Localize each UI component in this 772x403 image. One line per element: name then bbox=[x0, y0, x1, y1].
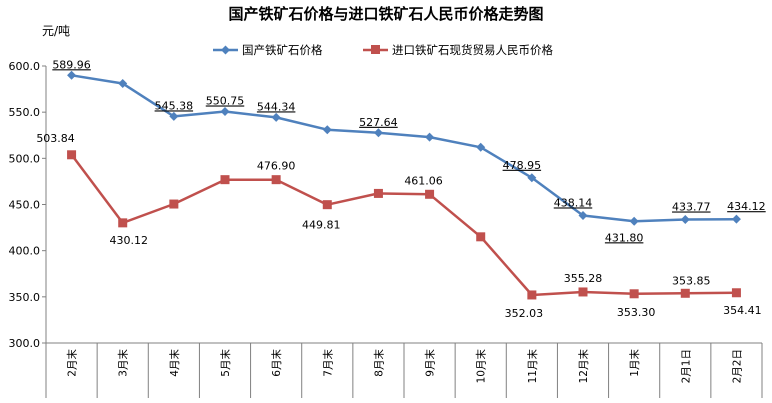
data-point-1 bbox=[169, 199, 179, 209]
data-label-0: 544.34 bbox=[257, 100, 296, 113]
legend-label-import: 进口铁矿石现货贸易人民币价格 bbox=[392, 43, 553, 57]
data-point-1 bbox=[322, 200, 332, 210]
data-label-0: 550.75 bbox=[206, 94, 245, 107]
x-tick-label: 9月末 bbox=[424, 349, 437, 377]
data-point-0 bbox=[322, 125, 332, 135]
data-label-1: 353.85 bbox=[672, 274, 711, 287]
legend: 国产铁矿石价格 进口铁矿石现货贸易人民币价格 bbox=[213, 43, 553, 57]
data-point-0 bbox=[373, 128, 383, 138]
data-point-1 bbox=[527, 290, 537, 300]
data-label-0: 438.14 bbox=[554, 196, 593, 209]
data-point-1 bbox=[731, 288, 741, 298]
x-tick-label: 8月末 bbox=[372, 349, 385, 377]
y-tick-label: 350.0 bbox=[9, 291, 41, 304]
data-point-1 bbox=[425, 189, 435, 199]
data-point-1 bbox=[67, 150, 77, 160]
data-point-0 bbox=[67, 70, 77, 80]
data-label-1: 461.06 bbox=[404, 174, 443, 187]
data-point-1 bbox=[578, 287, 588, 297]
y-tick-label: 550.0 bbox=[9, 106, 41, 119]
data-point-0 bbox=[425, 132, 435, 142]
data-label-0: 589.96 bbox=[52, 58, 91, 71]
data-label-1: 353.30 bbox=[617, 306, 656, 319]
x-tick-label: 7月末 bbox=[321, 349, 334, 377]
series-line-1 bbox=[70, 154, 737, 297]
x-tick-label: 5月末 bbox=[219, 349, 232, 377]
data-point-1 bbox=[271, 175, 281, 185]
legend-marker-import bbox=[371, 45, 380, 54]
data-point-0 bbox=[527, 173, 537, 183]
x-tick-label: 2月2日 bbox=[731, 349, 743, 383]
y-axis-unit-label: 元/吨 bbox=[42, 24, 70, 38]
x-tick-label: 3月末 bbox=[117, 349, 130, 377]
data-label-1: 354.41 bbox=[723, 304, 762, 317]
data-point-0 bbox=[578, 210, 588, 220]
data-point-0 bbox=[680, 214, 690, 224]
y-tick-label: 400.0 bbox=[9, 245, 41, 258]
data-label-0: 545.38 bbox=[155, 99, 194, 112]
data-labels-layer: 589.96 545.38 550.75 544.34 527.64 478.95 438.… bbox=[36, 58, 765, 320]
y-tick-label: 450.0 bbox=[9, 199, 41, 212]
data-label-1: 503.84 bbox=[36, 132, 75, 145]
x-tick-label: 1月末 bbox=[628, 349, 641, 377]
data-point-0 bbox=[271, 112, 281, 122]
data-label-1: 476.90 bbox=[257, 160, 296, 173]
data-point-0 bbox=[220, 106, 230, 116]
data-point-0 bbox=[476, 142, 486, 152]
data-label-0: 527.64 bbox=[359, 116, 398, 129]
y-tick-label: 600.0 bbox=[9, 60, 41, 73]
data-point-1 bbox=[476, 232, 486, 242]
x-tick-label: 12月末 bbox=[577, 349, 590, 384]
x-tick-label: 2月末 bbox=[66, 349, 79, 377]
y-tick-label: 500.0 bbox=[9, 152, 41, 165]
data-label-0: 431.80 bbox=[605, 231, 644, 244]
data-point-1 bbox=[373, 188, 383, 198]
x-tick-label: 2月1日 bbox=[680, 349, 692, 383]
data-label-0: 478.95 bbox=[503, 159, 542, 172]
data-point-0 bbox=[118, 79, 128, 89]
data-point-0 bbox=[629, 216, 639, 226]
data-point-0 bbox=[169, 111, 179, 121]
data-point-1 bbox=[220, 175, 230, 185]
chart-title: 国产铁矿石价格与进口铁矿石人民币价格走势图 bbox=[228, 5, 543, 23]
series-layer bbox=[67, 70, 741, 300]
data-label-0: 434.12 bbox=[727, 200, 766, 213]
data-label-1: 355.28 bbox=[564, 272, 603, 285]
data-point-1 bbox=[118, 218, 128, 228]
data-point-0 bbox=[731, 214, 741, 224]
x-tick-label: 6月末 bbox=[270, 349, 283, 377]
y-tick-label: 300.0 bbox=[9, 337, 41, 350]
data-point-1 bbox=[680, 288, 690, 298]
legend-label-domestic: 国产铁矿石价格 bbox=[242, 43, 323, 57]
legend-marker-domestic bbox=[221, 45, 230, 55]
data-label-1: 449.81 bbox=[302, 219, 341, 232]
data-label-1: 430.12 bbox=[109, 234, 148, 247]
data-label-0: 433.77 bbox=[672, 200, 711, 213]
data-point-1 bbox=[629, 289, 639, 299]
x-tick-label: 11月末 bbox=[526, 349, 539, 384]
x-tick-label: 10月末 bbox=[475, 349, 488, 384]
axes: 600.0 550.0 500.0 450.0 400.0 350.0 300.0 2月末 3月… bbox=[9, 60, 763, 398]
data-label-1: 352.03 bbox=[505, 307, 544, 320]
series-line-0 bbox=[71, 74, 737, 223]
x-tick-label: 4月末 bbox=[168, 349, 181, 377]
